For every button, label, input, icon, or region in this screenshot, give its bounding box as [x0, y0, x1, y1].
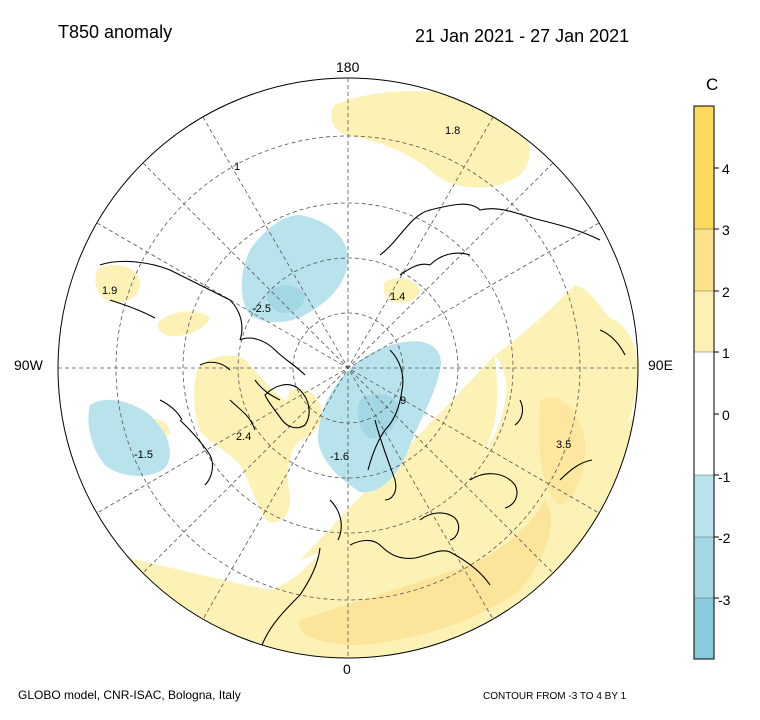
coast-canada-arctic: [199, 337, 306, 431]
colorbar-band: [694, 229, 714, 291]
colorbar-frame: [693, 105, 715, 660]
colorbar-tick: -3: [718, 592, 731, 608]
colorbar-tick: -2: [718, 530, 731, 546]
map-title: T850 anomaly: [58, 22, 173, 42]
colorbar-band: [694, 475, 714, 537]
cold-core-siberia: [267, 285, 305, 314]
value-label: 1.4: [390, 291, 405, 303]
date-range: 21 Jan 2021 - 27 Jan 2021: [415, 26, 630, 46]
value-label: 1.8: [445, 125, 460, 137]
warm-region-greenland: [194, 355, 305, 523]
colorbar-band: [694, 537, 714, 598]
colorbar-unit: C: [706, 75, 718, 94]
value-label: 2.4: [236, 431, 251, 443]
colorbar-ticks: 4 3 2 1 0 -1 -2 -3: [718, 161, 731, 608]
value-label: 1.9: [102, 285, 117, 297]
warm-region-alaska: [95, 265, 141, 303]
longitude-label-90e: 90E: [648, 357, 673, 373]
coast-europe-north: [367, 349, 404, 501]
longitude-label-90w: 90W: [14, 357, 43, 373]
warm-region-siberia: [383, 278, 420, 303]
value-label: 1: [234, 161, 240, 173]
colorbar-tick: 1: [722, 345, 730, 361]
colorbar: [694, 106, 719, 659]
cold-core-scandinavia: [357, 394, 400, 439]
value-label: 9: [400, 395, 406, 407]
contour-info: CONTOUR FROM -3 TO 4 BY 1: [483, 691, 627, 702]
value-label: 3.5: [556, 439, 571, 451]
value-labels: 1.8 1 1.9 -2.5 1.4 -1.5 2.4 -1.6 9 3.5: [102, 125, 571, 463]
value-label: -1.6: [330, 451, 349, 463]
warm-region-pacific: [331, 90, 530, 188]
coast-mediterranean: [419, 473, 518, 541]
warm-region-scandinavia-west: [285, 388, 322, 440]
cold-region-north-america: [88, 399, 170, 476]
value-label: -1.5: [134, 449, 153, 461]
colorbar-band: [694, 291, 714, 352]
colorbar-band: [694, 352, 714, 475]
model-credit: GLOBO model, CNR-ISAC, Bologna, Italy: [18, 688, 241, 702]
colorbar-tick: 2: [722, 284, 730, 300]
coastlines: [99, 203, 626, 646]
coast-europe-west: [329, 499, 491, 586]
warm-region-eurasia: [60, 285, 638, 658]
colorbar-band: [694, 598, 714, 659]
coast-siberia-east: [379, 203, 601, 276]
anomaly-fields: [60, 90, 638, 658]
colorbar-tick: 0: [722, 407, 730, 423]
longitude-label-0: 0: [343, 661, 351, 677]
coast-hudson: [159, 399, 214, 486]
colorbar-tick: 4: [722, 161, 730, 177]
colorbar-tick: 3: [722, 222, 730, 238]
colorbar-band: [694, 106, 714, 229]
colorbar-tick: -1: [718, 469, 731, 485]
meridian-120e: [96, 222, 600, 514]
graticule: [58, 78, 638, 658]
longitude-label-180: 180: [336, 59, 360, 75]
value-label: -2.5: [252, 303, 271, 315]
coast-greenland: [264, 384, 310, 429]
warm-core-south: [299, 500, 551, 645]
coast-asia-east: [514, 329, 626, 481]
warm-region-yukon: [158, 311, 210, 337]
coast-africa-west: [261, 547, 321, 646]
coast-alaska: [99, 260, 243, 341]
warm-core-asia: [538, 397, 586, 505]
